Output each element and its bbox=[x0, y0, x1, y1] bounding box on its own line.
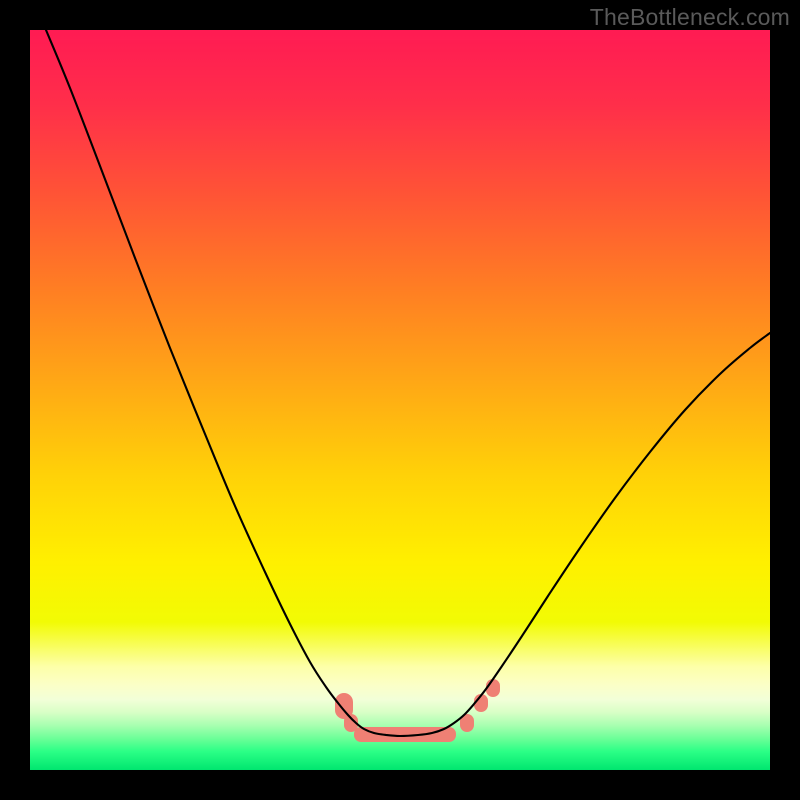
valley-markers bbox=[335, 679, 500, 742]
plot-area bbox=[30, 30, 770, 770]
valley-marker bbox=[354, 727, 456, 742]
bottleneck-curve bbox=[46, 30, 770, 736]
watermark-text: TheBottleneck.com bbox=[590, 4, 790, 31]
curve-layer bbox=[30, 30, 770, 770]
valley-marker bbox=[486, 679, 500, 697]
